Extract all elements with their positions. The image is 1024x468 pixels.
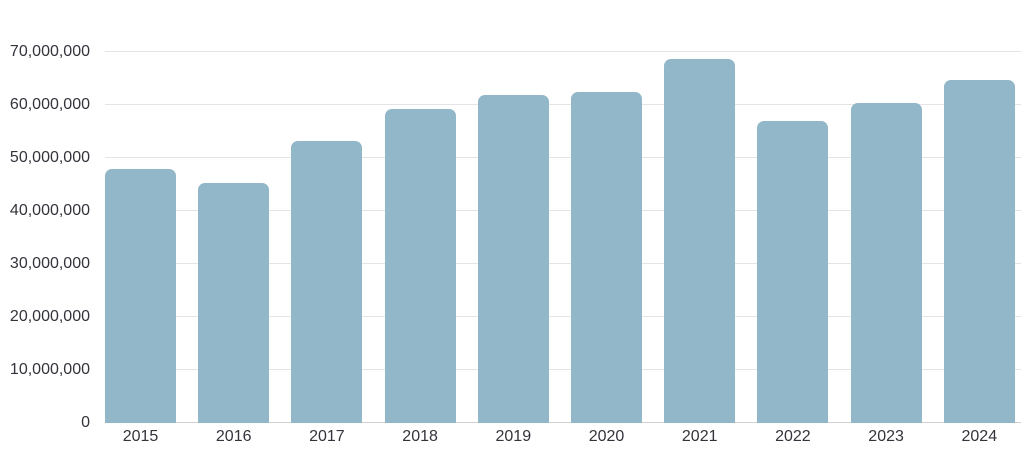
bar-2020 — [571, 91, 642, 423]
gridline — [105, 210, 1021, 211]
y-tick-label: 20,000,000 — [9, 308, 90, 325]
y-tick-label: 40,000,000 — [9, 202, 90, 219]
y-tick-label: 50,000,000 — [9, 149, 90, 166]
gridline — [105, 369, 1021, 370]
gridline — [105, 157, 1021, 158]
bar-2019 — [477, 95, 549, 423]
x-tick-label: 2016 — [215, 428, 252, 445]
x-tick-label: 2024 — [961, 428, 998, 445]
x-tick-label: 2018 — [402, 428, 438, 445]
gridline — [105, 263, 1021, 264]
y-tick-label: 70,000,000 — [9, 43, 90, 60]
x-tick-label: 2022 — [775, 428, 811, 445]
x-axis-baseline — [105, 422, 1021, 423]
bar-2017 — [291, 141, 363, 423]
bar-2016 — [198, 182, 270, 423]
y-tick-label: 0 — [81, 414, 90, 431]
bar-2021 — [664, 58, 736, 423]
y-axis: 0 10,000,000 20,000,000 30,000,000 40,000,00… — [0, 43, 90, 431]
x-tick-label: 2023 — [868, 428, 904, 445]
gridline — [105, 316, 1021, 317]
gridline — [105, 104, 1021, 105]
x-tick-label: 2019 — [495, 428, 532, 445]
y-tick-label: 10,000,000 — [9, 361, 90, 378]
x-tick-label: 2015 — [122, 428, 159, 445]
bar-2015 — [105, 169, 176, 423]
x-tick-label: 2021 — [681, 428, 718, 445]
y-tick-label: 30,000,000 — [9, 255, 90, 272]
x-tick-label: 2017 — [309, 428, 345, 445]
plot-area — [105, 51, 1021, 423]
gridline — [105, 51, 1021, 52]
bar-2022 — [757, 120, 829, 423]
x-axis: 2015 2016 2017 2018 2019 2020 2021 2022 2023 2024 — [105, 428, 1021, 450]
bar-2023 — [850, 103, 922, 423]
bar-2018 — [384, 109, 456, 423]
x-tick-label: 2020 — [588, 428, 625, 445]
y-tick-label: 60,000,000 — [9, 96, 90, 113]
bar-2024 — [943, 80, 1015, 423]
